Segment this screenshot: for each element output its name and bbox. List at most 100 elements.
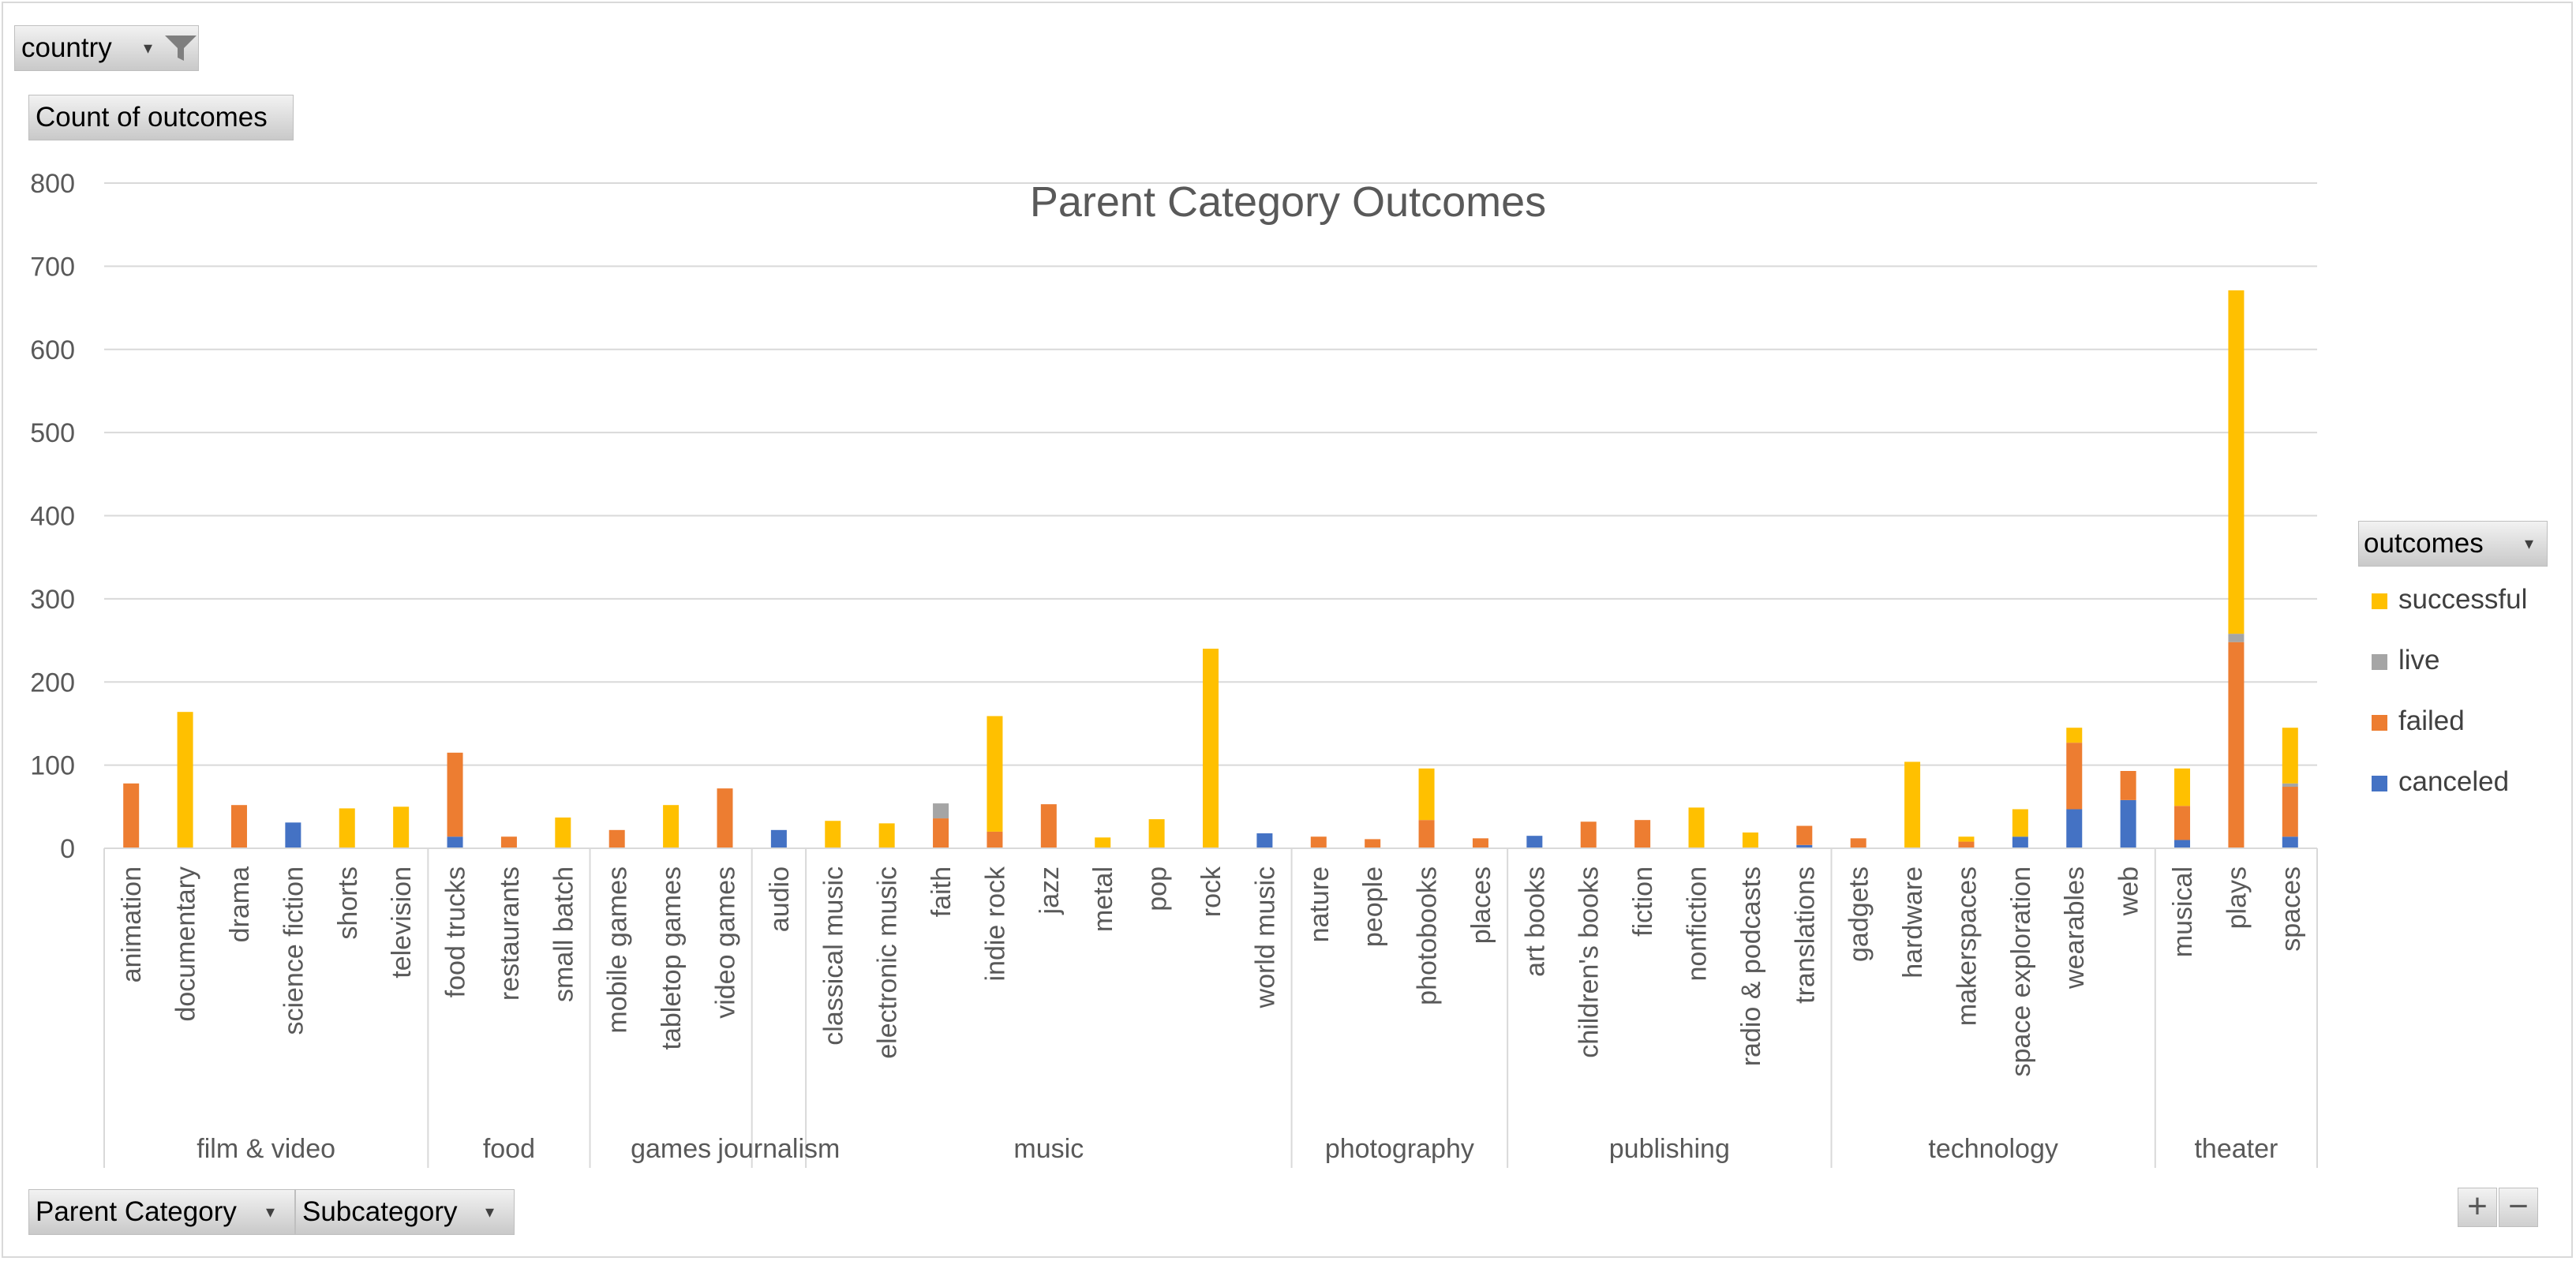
x-tick-label: wearables [2060,866,2090,990]
dropdown-arrow-icon: ▾ [266,1202,275,1222]
x-tick-label: faith [927,866,957,917]
legend-field-button[interactable]: outcomes ▾ [2358,521,2548,567]
x-tick-label: gadgets [1844,866,1874,962]
bar-segment-successful [2174,768,2191,806]
bar-segment-successful [1418,768,1435,821]
x-tick-label: animation [117,866,147,982]
bar-segment-canceled [1796,844,1813,848]
x-tick-label: documentary [171,866,201,1022]
x-tick-label: pop [1143,866,1173,911]
x-tick-label: restaurants [495,866,525,1001]
y-tick-label: 300 [30,585,75,615]
bar-segment-failed [2120,771,2136,800]
subcategory-field-button[interactable]: Subcategory ▾ [295,1189,515,1235]
group-label: publishing [1609,1134,1730,1164]
bar-segment-successful [878,823,895,848]
y-tick-label: 100 [30,751,75,781]
legend-swatch [2372,776,2387,791]
group-label: technology [1928,1134,2057,1164]
bar-segment-successful [1203,649,1219,848]
bar-segment-canceled [2120,799,2136,848]
bar-segment-live [933,803,949,819]
bar-segment-failed [1580,821,1597,848]
chart-title: Parent Category Outcomes [1030,178,1546,226]
bar-segment-successful [393,806,410,848]
x-tick-label: musical [2168,866,2198,957]
x-tick-label: plays [2222,866,2252,929]
x-tick-label: rock [1196,866,1226,917]
bar-segment-successful [2012,809,2028,837]
x-tick-label: small batch [549,866,578,1002]
bar-segment-failed [1418,820,1435,848]
x-tick-label: science fiction [279,866,309,1035]
group-label: games [631,1134,711,1164]
bar-segment-failed [500,836,517,848]
x-tick-label: people [1358,866,1388,947]
x-tick-label: space exploration [2006,866,2036,1077]
legend-label: successful [2398,584,2528,615]
legend-label: live [2398,645,2440,675]
bar-segment-successful [1688,807,1705,848]
y-tick-label: 600 [30,335,75,365]
y-tick-label: 800 [30,169,75,199]
bar-segment-failed [2174,806,2191,840]
legend-swatch [2372,654,2387,670]
dropdown-arrow-icon: ▾ [144,38,153,58]
x-tick-label: nature [1305,866,1335,942]
legend-field-label: outcomes [2364,528,2484,559]
bar-segment-canceled [1526,836,1543,848]
group-label: journalism [717,1134,840,1164]
bar-segment-failed [1958,841,1975,848]
x-tick-label: translations [1790,866,1820,1004]
subcategory-field-label: Subcategory [302,1196,458,1227]
filter-icon [165,36,197,61]
y-tick-label: 400 [30,502,75,532]
bar-segment-failed [933,818,949,848]
x-tick-label: art books [1520,866,1550,977]
x-tick-label: drama [225,866,255,942]
x-tick-label: hardware [1898,866,1928,978]
x-tick-label: fiction [1628,866,1658,937]
bar-segment-canceled [1256,833,1273,848]
x-tick-label: children's books [1574,866,1604,1058]
bar-segment-failed [1850,838,1866,848]
bar-segment-successful [2282,728,2298,784]
zoom-in-button[interactable]: + [2458,1188,2497,1227]
y-tick-label: 200 [30,668,75,698]
parent-category-field-button[interactable]: Parent Category ▾ [28,1189,295,1235]
legend-label: failed [2398,705,2465,736]
y-tick-label: 500 [30,418,75,448]
x-tick-label: classical music [818,866,848,1046]
x-tick-label: television [387,866,417,978]
zoom-out-button[interactable]: − [2499,1188,2538,1227]
x-tick-label: food trucks [441,866,471,997]
x-tick-label: tabletop games [657,866,687,1050]
bar-segment-failed [230,805,247,848]
bar-segment-live [2228,634,2245,642]
x-tick-label: audio [765,866,795,932]
bar-segment-failed [123,783,140,848]
legend-label: canceled [2398,766,2510,797]
x-tick-label: world music [1250,866,1280,1008]
bar-segment-failed [1472,838,1488,848]
bar-segment-canceled [2174,840,2191,848]
group-label: film & video [197,1134,335,1164]
bar-segment-canceled [447,836,463,848]
x-tick-label: makerspaces [1952,866,1982,1026]
x-tick-label: mobile games [603,866,633,1034]
dropdown-arrow-icon: ▾ [485,1202,495,1222]
x-tick-label: shorts [333,866,363,940]
country-filter-button[interactable]: country ▾ [14,25,199,71]
bar-segment-successful [2066,728,2083,743]
bar-segment-canceled [2066,809,2083,848]
bar-segment-failed [608,829,625,848]
x-tick-label: video games [710,866,740,1019]
x-tick-label: web [2114,866,2144,916]
value-field-button[interactable]: Count of outcomes [28,95,294,140]
y-tick-label: 700 [30,252,75,282]
bar-segment-failed [2282,787,2298,837]
x-tick-label: nonfiction [1683,866,1713,982]
x-tick-label: jazz [1035,866,1065,915]
bar-segment-successful [555,818,571,848]
